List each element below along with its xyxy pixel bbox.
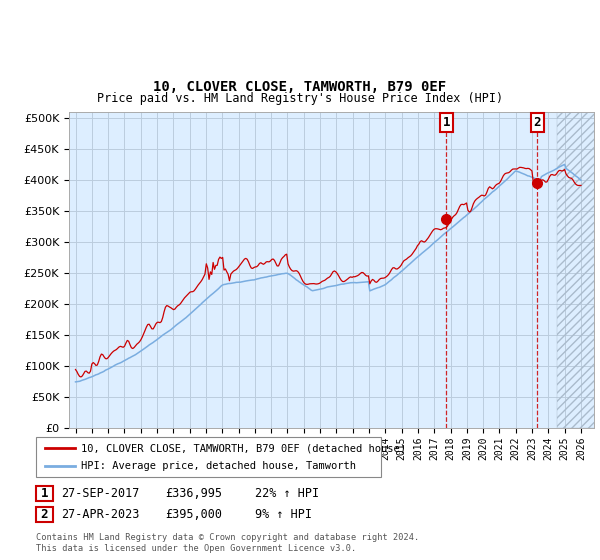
Text: HPI: Average price, detached house, Tamworth: HPI: Average price, detached house, Tamw… bbox=[81, 461, 356, 471]
Text: 10, CLOVER CLOSE, TAMWORTH, B79 0EF (detached house): 10, CLOVER CLOSE, TAMWORTH, B79 0EF (det… bbox=[81, 443, 406, 453]
Text: Contains HM Land Registry data © Crown copyright and database right 2024.
This d: Contains HM Land Registry data © Crown c… bbox=[36, 533, 419, 553]
Text: 1: 1 bbox=[443, 116, 450, 129]
Text: £336,995: £336,995 bbox=[165, 487, 222, 500]
Bar bbox=[557, 112, 597, 428]
Text: 10, CLOVER CLOSE, TAMWORTH, B79 0EF: 10, CLOVER CLOSE, TAMWORTH, B79 0EF bbox=[154, 80, 446, 94]
Text: 2: 2 bbox=[533, 116, 541, 129]
Text: Price paid vs. HM Land Registry's House Price Index (HPI): Price paid vs. HM Land Registry's House … bbox=[97, 92, 503, 105]
Text: £395,000: £395,000 bbox=[165, 508, 222, 521]
Text: 2: 2 bbox=[41, 508, 48, 521]
Bar bbox=[557, 112, 597, 428]
Text: 27-APR-2023: 27-APR-2023 bbox=[61, 508, 140, 521]
Text: 1: 1 bbox=[41, 487, 48, 500]
Text: 27-SEP-2017: 27-SEP-2017 bbox=[61, 487, 140, 500]
Text: 9% ↑ HPI: 9% ↑ HPI bbox=[255, 508, 312, 521]
Text: 22% ↑ HPI: 22% ↑ HPI bbox=[255, 487, 319, 500]
